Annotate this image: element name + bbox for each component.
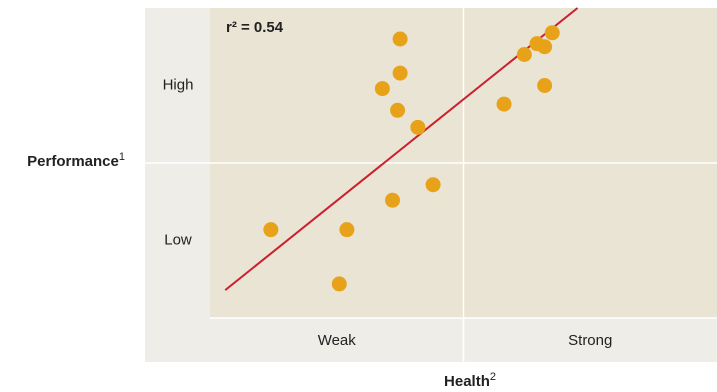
point — [544, 25, 560, 41]
point — [374, 81, 390, 97]
point — [392, 31, 408, 47]
point — [410, 119, 426, 135]
point — [331, 276, 347, 292]
y-category-label: High — [163, 76, 194, 93]
y-category-label: Low — [164, 231, 192, 248]
x-axis-label: Health2 — [444, 371, 496, 390]
point — [496, 96, 512, 112]
point — [385, 192, 401, 208]
point — [537, 78, 553, 93]
y-axis-label: Performance1 — [27, 151, 125, 170]
annotation: r² = 0.54 — [226, 19, 284, 36]
y-axis-label-note: 1 — [119, 151, 125, 163]
x-axis-label-text: Health — [444, 373, 490, 390]
x-axis-label-note: 2 — [490, 371, 496, 383]
point — [263, 222, 279, 238]
point — [516, 47, 532, 62]
x-category-label: Strong — [568, 332, 612, 349]
point — [339, 222, 355, 238]
x-category-label: Weak — [318, 332, 357, 349]
point — [425, 177, 441, 193]
point — [392, 65, 408, 81]
point — [537, 39, 553, 55]
point — [390, 102, 406, 118]
y-axis-label-text: Performance — [27, 153, 119, 170]
